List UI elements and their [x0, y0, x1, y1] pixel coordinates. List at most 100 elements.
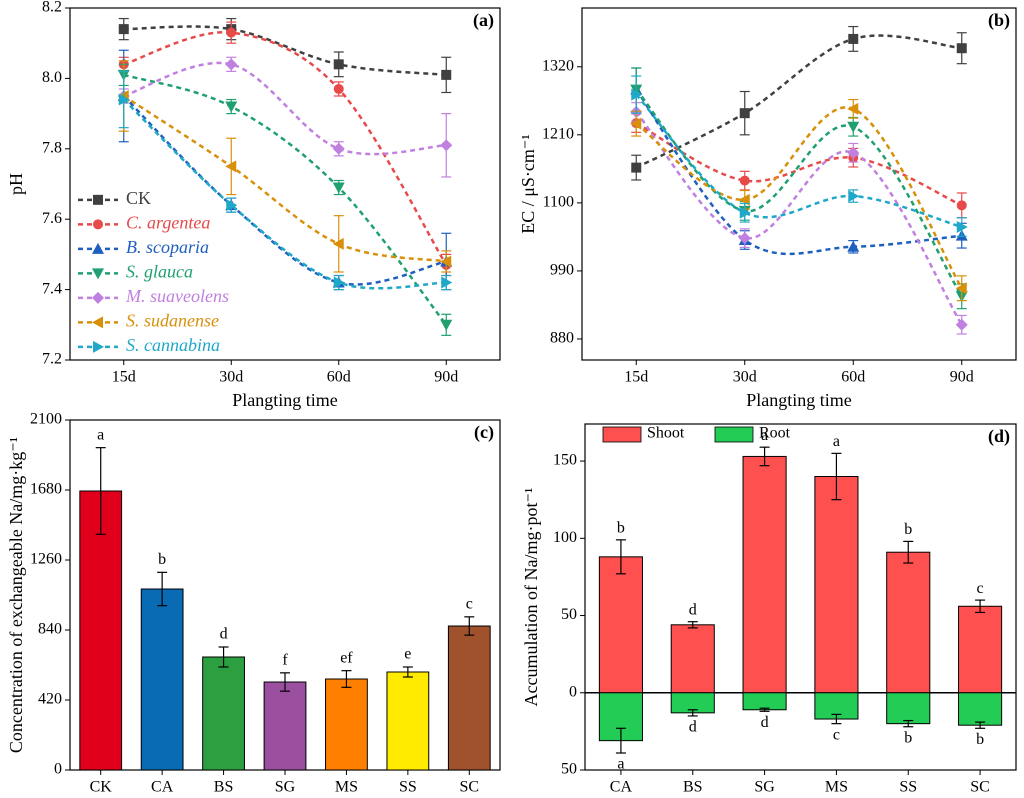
x-tick-label: MS: [825, 779, 848, 796]
significance-letter: d: [689, 719, 697, 736]
significance-letter: d: [220, 626, 228, 643]
panel-label: (c): [474, 422, 494, 443]
y-axis-label: EC / μS·cm⁻¹: [518, 134, 538, 234]
x-tick-label: SS: [399, 779, 417, 796]
y-axis-label: Accumulation of Na/mg·pot⁻¹: [521, 488, 541, 707]
marker: [956, 43, 967, 54]
significance-letter: b: [617, 520, 625, 537]
marker: [630, 117, 642, 130]
x-axis-label: Plangting time: [232, 390, 338, 410]
x-tick-label: SG: [754, 779, 775, 796]
marker: [118, 93, 130, 106]
bar-segment: [598, 556, 643, 694]
marker: [847, 146, 860, 159]
series-line: [635, 111, 963, 326]
x-tick-label: SG: [275, 779, 296, 796]
y-tick-label: 990: [550, 262, 574, 279]
x-axis-label: Plangting time: [746, 390, 852, 410]
marker: [955, 282, 967, 295]
y-axis-label: Concentration of exchangeable Na/mg·kg⁻¹: [6, 437, 26, 753]
legend-swatch: [602, 426, 642, 443]
marker: [226, 27, 237, 38]
x-tick-label: 15d: [624, 369, 648, 386]
marker: [92, 291, 104, 304]
bar: [140, 588, 184, 771]
bar: [447, 625, 491, 771]
significance-letter: e: [404, 646, 411, 663]
marker: [956, 200, 967, 211]
series-line: [635, 34, 962, 169]
significance-letter: a: [617, 756, 624, 773]
bar-segment: [742, 692, 787, 711]
y-tick-label: 2100: [30, 411, 62, 428]
significance-letter: f: [282, 652, 288, 669]
panel-label: (a): [473, 10, 494, 31]
y-tick-label: 840: [38, 621, 62, 638]
significance-letter: a: [833, 433, 840, 450]
y-tick-label: 8.2: [42, 0, 62, 16]
marker: [333, 276, 345, 289]
series-line: [122, 98, 447, 290]
marker: [739, 108, 750, 119]
marker: [93, 219, 103, 230]
x-tick-label: CK: [90, 779, 113, 796]
marker: [848, 190, 860, 203]
marker: [955, 318, 968, 331]
significance-letter: a: [97, 426, 104, 443]
bar: [263, 681, 307, 771]
series-line: [123, 94, 447, 263]
marker: [440, 139, 453, 152]
marker: [847, 121, 860, 133]
x-tick-label: 30d: [219, 369, 243, 386]
marker: [225, 160, 237, 173]
marker: [226, 199, 238, 212]
bar-segment: [742, 455, 787, 694]
marker: [225, 58, 238, 71]
y-tick-label: 0: [569, 683, 577, 700]
x-tick-label: CA: [610, 779, 633, 796]
marker: [847, 102, 859, 115]
marker: [739, 175, 750, 186]
marker: [332, 182, 345, 194]
x-tick-label: CA: [151, 779, 174, 796]
y-tick-label: 50: [561, 606, 577, 623]
legend-swatch: [714, 426, 754, 443]
significance-letter: c: [977, 580, 984, 597]
marker: [440, 255, 452, 268]
marker: [631, 162, 642, 173]
significance-letter: b: [158, 551, 166, 568]
marker: [225, 101, 238, 113]
marker: [332, 237, 344, 250]
series-line: [123, 31, 448, 266]
bar-segment: [886, 692, 931, 725]
panel-label: (b): [988, 10, 1010, 31]
bar: [325, 678, 368, 771]
y-axis-label: pH: [6, 173, 26, 195]
x-tick-label: 90d: [434, 369, 458, 386]
x-tick-label: 30d: [733, 369, 757, 386]
significance-letter: d: [761, 714, 769, 731]
y-tick-label: 100: [553, 529, 577, 546]
series-line: [635, 88, 963, 297]
x-tick-label: SS: [899, 779, 917, 796]
significance-letter: b: [976, 731, 984, 748]
panel-label: (d): [988, 426, 1010, 447]
series-line: [635, 93, 963, 229]
marker: [92, 242, 104, 254]
significance-letter: ef: [340, 649, 353, 666]
plot-frame: [581, 7, 1017, 361]
y-tick-label: 1260: [30, 551, 62, 568]
y-tick-label: 8.0: [42, 69, 62, 86]
significance-letter: c: [833, 726, 840, 743]
bar: [202, 656, 245, 771]
x-tick-label: 60d: [327, 369, 351, 386]
y-tick-label: 7.8: [42, 139, 62, 156]
x-tick-label: BS: [683, 779, 703, 796]
series-line: [635, 88, 962, 256]
legend-label: Shoot: [647, 425, 685, 442]
y-tick-label: 1100: [543, 194, 574, 211]
marker: [93, 340, 104, 353]
marker: [92, 268, 104, 280]
significance-letter: a: [761, 427, 768, 444]
